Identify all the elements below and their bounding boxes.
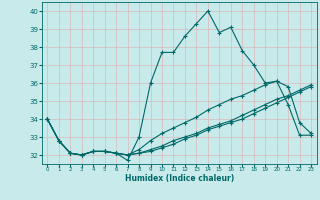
X-axis label: Humidex (Indice chaleur): Humidex (Indice chaleur): [124, 174, 234, 183]
